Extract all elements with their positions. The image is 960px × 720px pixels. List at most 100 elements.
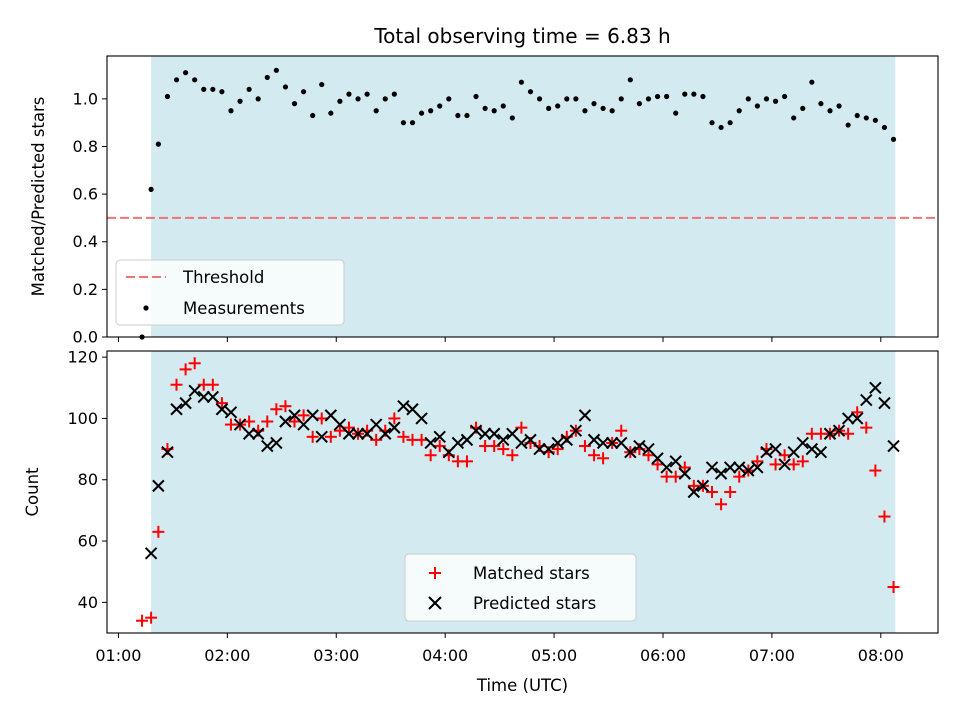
x-tick-label: 05:00	[531, 646, 577, 665]
top-panel: 0.0 0.2 0.4 0.6 0.8 1.0 Total observing time …	[29, 24, 939, 347]
predicted-stars-series	[144, 381, 900, 560]
legend-predicted-label: Predicted stars	[473, 594, 596, 613]
bottom-legend-box	[404, 553, 637, 622]
measurement-point	[210, 86, 216, 92]
predicted-star-point	[342, 427, 356, 440]
measurement-point	[482, 105, 488, 111]
measurement-point	[364, 91, 370, 97]
predicted-star-point	[469, 424, 483, 437]
bottom-x-axis: 01:00 02:00 03:00 04:00 05:00 06:00 07:00 08:00	[95, 633, 904, 665]
measurement-point	[736, 108, 742, 114]
measurement-point	[328, 110, 334, 116]
measurement-point	[845, 122, 851, 128]
top-y-tick-label: 0.2	[73, 280, 98, 299]
measurement-point	[745, 96, 751, 102]
measurement-point	[564, 96, 570, 102]
top-y-axis: 0.0 0.2 0.4 0.6 0.8 1.0	[73, 89, 107, 347]
matched-star-point	[136, 614, 149, 627]
predicted-star-point	[605, 436, 619, 450]
matched-star-point	[270, 403, 283, 416]
matched-star-point	[397, 430, 410, 443]
predicted-star-point	[878, 396, 891, 410]
measurement-point	[509, 115, 515, 121]
bottom-y-tick-label: 40	[78, 593, 98, 612]
matched-star-point	[733, 470, 746, 483]
measurement-point	[319, 81, 325, 88]
measurement-point	[437, 103, 443, 109]
predicted-star-point	[596, 436, 610, 450]
measurement-point	[536, 96, 543, 102]
measurement-point	[291, 101, 298, 107]
measurement-point	[155, 141, 161, 147]
measurement-point	[237, 98, 243, 104]
matched-star-point	[333, 424, 346, 437]
measurement-point	[881, 124, 888, 131]
matched-star-point	[415, 433, 428, 446]
bottom-y-tick-label: 120	[67, 348, 98, 367]
matched-star-point	[669, 470, 682, 483]
measurement-point	[164, 93, 171, 100]
matched-star-point	[842, 427, 855, 440]
top-x-ticks	[117, 337, 882, 342]
predicted-star-point	[144, 547, 158, 560]
measurement-point	[219, 89, 225, 95]
measurement-point	[718, 124, 724, 131]
top-legend: Threshold Measurements	[115, 259, 345, 326]
predicted-star-point	[823, 427, 837, 440]
matched-star-point	[851, 406, 864, 419]
predicted-star-point	[242, 427, 256, 440]
matched-star-point	[179, 363, 192, 376]
matched-star-point	[651, 458, 664, 471]
x-tick-label: 08:00	[858, 646, 904, 665]
predicted-star-point	[397, 399, 410, 413]
measurement-point	[337, 98, 343, 104]
measurement-point	[192, 77, 198, 83]
matched-star-point	[778, 449, 791, 462]
measurement-point	[691, 91, 697, 97]
measurement-point	[809, 79, 815, 85]
predicted-star-point	[379, 427, 392, 440]
predicted-star-point	[279, 415, 292, 428]
predicted-star-point	[714, 467, 728, 480]
top-y-tick-label: 0.4	[73, 232, 98, 251]
bottom-y-tick-label: 60	[78, 532, 98, 551]
measurement-point	[854, 112, 860, 119]
measurement-point	[464, 112, 470, 119]
predicted-star-point	[805, 442, 819, 456]
top-y-tick-label: 0.8	[73, 137, 98, 156]
matched-star-point	[324, 430, 337, 443]
matched-star-point	[488, 440, 501, 453]
measurement-point	[700, 93, 706, 100]
matched-star-point	[678, 461, 691, 474]
predicted-star-point	[261, 439, 274, 453]
measurement-point	[582, 108, 588, 114]
predicted-star-point	[270, 436, 283, 450]
predicted-star-point	[424, 436, 437, 450]
legend-predicted-swatch	[428, 596, 442, 610]
matched-star-point	[506, 449, 519, 462]
measurement-point	[863, 115, 869, 121]
matched-star-point	[551, 443, 564, 456]
measurement-point	[609, 108, 615, 114]
measurement-point	[346, 91, 352, 97]
measurement-point	[600, 105, 606, 111]
x-tick-label: 06:00	[640, 646, 686, 665]
measurement-point	[654, 93, 661, 100]
measurement-point	[618, 96, 624, 102]
predicted-star-point	[351, 427, 365, 440]
measurement-point	[645, 96, 652, 102]
measurement-point	[428, 108, 434, 114]
measurement-point	[791, 115, 797, 121]
measurement-point	[573, 96, 579, 102]
predicted-star-point	[161, 445, 174, 459]
measurement-point	[282, 84, 289, 90]
matched-star-point	[597, 452, 610, 465]
measurement-point	[391, 91, 397, 97]
predicted-star-point	[569, 424, 583, 437]
predicted-star-point	[887, 439, 900, 453]
predicted-star-point	[860, 393, 873, 407]
legend-measurements-label: Measurements	[183, 299, 305, 318]
x-tick-label: 01:00	[95, 646, 141, 665]
measurement-point	[473, 93, 479, 100]
